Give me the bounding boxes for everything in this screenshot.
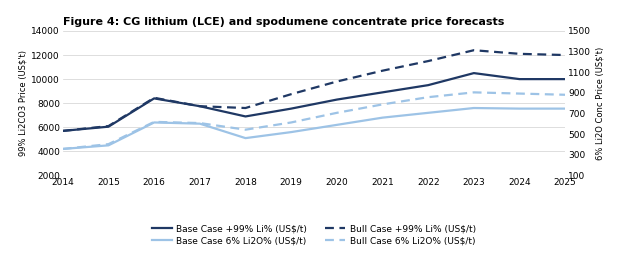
Base Case 6% Li2O% (US$/t) [470,107,478,110]
Bull Case 6% Li2O% (US$/t) [288,121,295,124]
Bull Case +99% Li% (US$/t) [425,60,432,63]
Bull Case 6% Li2O% (US$/t) [59,147,67,150]
Base Case +99% Li% (US$/t) [333,98,340,101]
Bull Case +99% Li% (US$/t) [288,93,295,96]
Bull Case 6% Li2O% (US$/t) [242,128,249,131]
Base Case +99% Li% (US$/t) [470,71,478,75]
Base Case +99% Li% (US$/t) [288,107,295,110]
Base Case 6% Li2O% (US$/t) [516,107,523,110]
Line: Base Case +99% Li% (US$/t): Base Case +99% Li% (US$/t) [63,73,565,131]
Base Case +99% Li% (US$/t) [59,129,67,132]
Base Case +99% Li% (US$/t) [516,78,523,81]
Y-axis label: 6% Li2O Conc Price (US$'t): 6% Li2O Conc Price (US$'t) [595,47,604,160]
Base Case +99% Li% (US$/t) [425,84,432,87]
Bull Case 6% Li2O% (US$/t) [379,103,386,106]
Bull Case +99% Li% (US$/t) [516,52,523,55]
Legend: Base Case +99% Li% (US$/t), Base Case 6% Li2O% (US$/t), Bull Case +99% Li% (US$/: Base Case +99% Li% (US$/t), Base Case 6%… [148,220,480,249]
Bull Case +99% Li% (US$/t) [150,96,158,99]
Base Case 6% Li2O% (US$/t) [288,131,295,134]
Line: Bull Case 6% Li2O% (US$/t): Bull Case 6% Li2O% (US$/t) [63,92,565,149]
Bull Case 6% Li2O% (US$/t) [150,120,158,123]
Base Case +99% Li% (US$/t) [379,91,386,94]
Base Case 6% Li2O% (US$/t) [242,136,249,140]
Bull Case +99% Li% (US$/t) [196,105,203,108]
Bull Case +99% Li% (US$/t) [242,107,249,110]
Base Case 6% Li2O% (US$/t) [150,121,158,124]
Bull Case +99% Li% (US$/t) [470,49,478,52]
Bull Case +99% Li% (US$/t) [333,80,340,83]
Text: Figure 4: CG lithium (LCE) and spodumene concentrate price forecasts: Figure 4: CG lithium (LCE) and spodumene… [63,17,504,27]
Base Case 6% Li2O% (US$/t) [561,107,569,110]
Bull Case 6% Li2O% (US$/t) [470,91,478,94]
Bull Case 6% Li2O% (US$/t) [561,93,569,96]
Bull Case 6% Li2O% (US$/t) [333,111,340,114]
Bull Case 6% Li2O% (US$/t) [196,122,203,125]
Bull Case +99% Li% (US$/t) [59,129,67,132]
Base Case 6% Li2O% (US$/t) [379,116,386,119]
Base Case +99% Li% (US$/t) [105,125,112,128]
Base Case +99% Li% (US$/t) [242,115,249,118]
Line: Bull Case +99% Li% (US$/t): Bull Case +99% Li% (US$/t) [63,50,565,131]
Bull Case 6% Li2O% (US$/t) [516,92,523,95]
Bull Case 6% Li2O% (US$/t) [105,143,112,146]
Base Case +99% Li% (US$/t) [196,105,203,108]
Base Case +99% Li% (US$/t) [561,78,569,81]
Base Case 6% Li2O% (US$/t) [425,111,432,114]
Base Case 6% Li2O% (US$/t) [59,147,67,150]
Bull Case +99% Li% (US$/t) [561,53,569,57]
Base Case +99% Li% (US$/t) [150,97,158,100]
Bull Case +99% Li% (US$/t) [105,125,112,128]
Bull Case 6% Li2O% (US$/t) [425,96,432,99]
Bull Case +99% Li% (US$/t) [379,69,386,72]
Base Case 6% Li2O% (US$/t) [333,123,340,126]
Y-axis label: 99% Li2CO3 Price (US$'t): 99% Li2CO3 Price (US$'t) [18,50,27,156]
Base Case 6% Li2O% (US$/t) [196,122,203,125]
Line: Base Case 6% Li2O% (US$/t): Base Case 6% Li2O% (US$/t) [63,108,565,149]
Base Case 6% Li2O% (US$/t) [105,144,112,147]
